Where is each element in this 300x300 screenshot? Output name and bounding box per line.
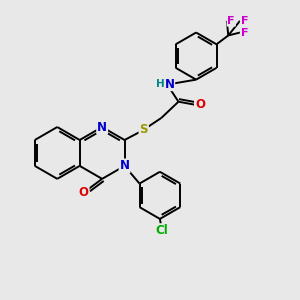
Text: F: F — [241, 28, 248, 38]
Text: S: S — [140, 123, 148, 136]
Text: F: F — [227, 16, 235, 26]
Text: H: H — [156, 79, 165, 89]
Text: F: F — [241, 16, 248, 26]
Text: O: O — [79, 187, 88, 200]
Text: Cl: Cl — [155, 224, 168, 237]
Text: N: N — [165, 77, 175, 91]
Text: N: N — [97, 121, 107, 134]
Text: O: O — [195, 98, 205, 111]
Text: N: N — [120, 159, 130, 172]
